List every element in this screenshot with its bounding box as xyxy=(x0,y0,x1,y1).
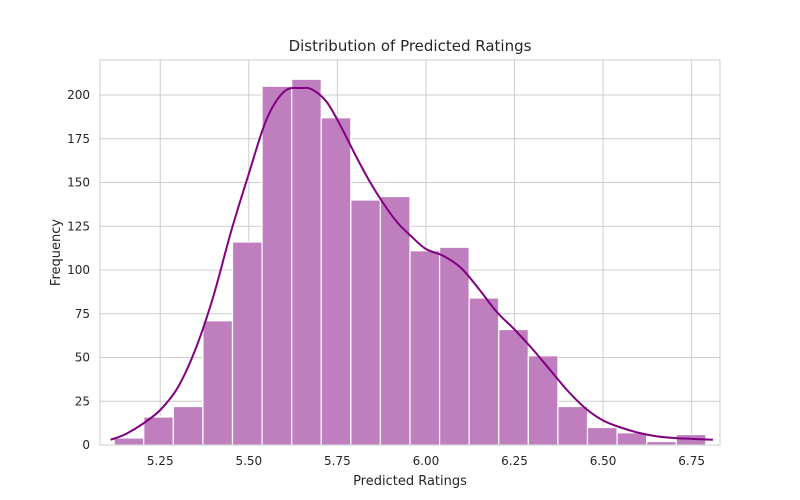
histogram-bar xyxy=(409,250,441,446)
y-tick-labels: 0 25 50 75 100 125 150 175 200 xyxy=(67,88,90,452)
x-tick-label: 5.25 xyxy=(147,454,174,468)
histogram-bars xyxy=(113,78,707,446)
histogram-bar xyxy=(261,85,293,446)
x-tick-label: 6.00 xyxy=(413,454,440,468)
x-tick-labels: 5.25 5.50 5.75 6.00 6.25 6.50 6.75 xyxy=(147,454,705,468)
y-tick-label: 125 xyxy=(67,219,90,233)
histogram-bar xyxy=(379,195,411,446)
y-tick-label: 200 xyxy=(67,88,90,102)
histogram-bar xyxy=(557,405,589,446)
x-axis-label: Predicted Ratings xyxy=(353,474,467,489)
y-tick-label: 175 xyxy=(67,132,90,146)
histogram-bar xyxy=(320,117,352,446)
histogram-bar xyxy=(202,320,234,446)
histogram-bar xyxy=(172,405,204,446)
x-tick-label: 5.50 xyxy=(235,454,262,468)
x-tick-label: 5.75 xyxy=(324,454,351,468)
x-tick-label: 6.25 xyxy=(501,454,528,468)
histogram-bar xyxy=(113,437,145,446)
histogram-bar xyxy=(438,246,470,446)
histogram-bar xyxy=(231,241,263,446)
y-tick-label: 150 xyxy=(67,176,90,190)
histogram-bar xyxy=(291,78,322,446)
y-tick-label: 75 xyxy=(75,307,90,321)
y-tick-label: 0 xyxy=(82,438,90,452)
histogram-bar xyxy=(646,440,677,446)
plot-frame xyxy=(99,59,721,446)
x-tick-label: 6.50 xyxy=(590,454,617,468)
kde-density-curve xyxy=(110,86,713,441)
histogram-bar xyxy=(498,328,529,446)
chart-title: Distribution of Predicted Ratings xyxy=(289,37,532,55)
histogram-bar xyxy=(350,199,382,446)
y-tick-label: 25 xyxy=(75,394,90,408)
y-tick-label: 100 xyxy=(67,263,90,277)
histogram-bar xyxy=(527,355,559,446)
histogram-bar xyxy=(586,426,618,446)
y-tick-label: 50 xyxy=(75,351,90,365)
x-tick-label: 6.75 xyxy=(678,454,705,468)
y-axis-label: Frequency xyxy=(49,219,64,286)
histogram-bar xyxy=(468,297,500,446)
